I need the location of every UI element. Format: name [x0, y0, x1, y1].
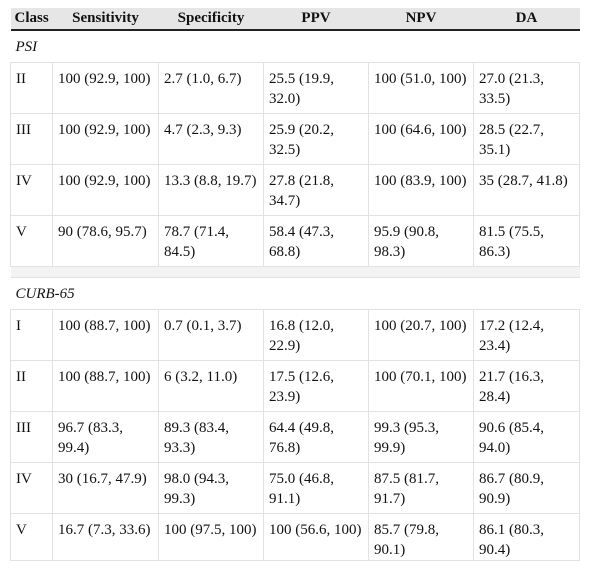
value-cell: 25.9 (20.2, 32.5): [263, 112, 369, 165]
value-cell: 90.6 (85.4, 94.0): [473, 410, 580, 463]
header-cell: Specificity: [158, 8, 264, 31]
value-cell: 89.3 (83.4, 93.3): [158, 410, 264, 463]
value-cell: 100 (88.7, 100): [52, 308, 159, 361]
value-cell: 100 (20.7, 100): [368, 308, 474, 361]
value-cell: 90 (78.6, 95.7): [52, 214, 159, 267]
data-row: V 16.7 (7.3, 33.6) 100 (97.5, 100) 100 (56.…: [10, 512, 580, 561]
value-cell: 0.7 (0.1, 3.7): [158, 308, 264, 361]
value-cell: 78.7 (71.4, 84.5): [158, 214, 264, 267]
value-cell: 98.0 (94.3, 99.3): [158, 461, 264, 514]
value-cell: 21.7 (16.3, 28.4): [473, 359, 580, 412]
class-cell: II: [10, 61, 53, 114]
class-cell: II: [10, 359, 53, 412]
results-table: Class Sensitivity Specificity PPV NPV DA PSI I…: [10, 8, 580, 561]
value-cell: 100 (51.0, 100): [368, 61, 474, 114]
value-cell: 99.3 (95.3, 99.9): [368, 410, 474, 463]
value-cell: 100 (92.9, 100): [52, 163, 159, 216]
class-cell: V: [10, 512, 53, 561]
value-cell: 27.8 (21.8, 34.7): [263, 163, 369, 216]
section-title: PSI: [10, 29, 580, 63]
value-cell: 86.1 (80.3, 90.4): [473, 512, 580, 561]
spacer-row: [10, 265, 580, 278]
value-cell: 86.7 (80.9, 90.9): [473, 461, 580, 514]
value-cell: 100 (83.9, 100): [368, 163, 474, 216]
class-cell: IV: [10, 163, 53, 216]
value-cell: 4.7 (2.3, 9.3): [158, 112, 264, 165]
value-cell: 17.2 (12.4, 23.4): [473, 308, 580, 361]
section-title: CURB-65: [10, 276, 580, 310]
value-cell: 87.5 (81.7, 91.7): [368, 461, 474, 514]
section-row: PSI: [10, 29, 580, 63]
data-row: IV 30 (16.7, 47.9) 98.0 (94.3, 99.3) 75.0 (…: [10, 461, 580, 514]
value-cell: 58.4 (47.3, 68.8): [263, 214, 369, 267]
header-cell: PPV: [263, 8, 369, 31]
class-cell: IV: [10, 461, 53, 514]
value-cell: 28.5 (22.7, 35.1): [473, 112, 580, 165]
data-row: II 100 (92.9, 100) 2.7 (1.0, 6.7) 25.5 (19.…: [10, 61, 580, 114]
value-cell: 100 (88.7, 100): [52, 359, 159, 412]
value-cell: 30 (16.7, 47.9): [52, 461, 159, 514]
value-cell: 95.9 (90.8, 98.3): [368, 214, 474, 267]
value-cell: 2.7 (1.0, 6.7): [158, 61, 264, 114]
value-cell: 27.0 (21.3, 33.5): [473, 61, 580, 114]
section-row: CURB-65: [10, 276, 580, 310]
value-cell: 100 (92.9, 100): [52, 61, 159, 114]
value-cell: 100 (56.6, 100): [263, 512, 369, 561]
value-cell: 100 (97.5, 100): [158, 512, 264, 561]
value-cell: 64.4 (49.8, 76.8): [263, 410, 369, 463]
data-row: III 100 (92.9, 100) 4.7 (2.3, 9.3) 25.9 (20…: [10, 112, 580, 165]
value-cell: 75.0 (46.8, 91.1): [263, 461, 369, 514]
value-cell: 25.5 (19.9, 32.0): [263, 61, 369, 114]
data-row: V 90 (78.6, 95.7) 78.7 (71.4, 84.5) 58.4 (4…: [10, 214, 580, 267]
class-cell: III: [10, 410, 53, 463]
value-cell: 100 (92.9, 100): [52, 112, 159, 165]
header-cell: Sensitivity: [52, 8, 159, 31]
value-cell: 100 (64.6, 100): [368, 112, 474, 165]
value-cell: 81.5 (75.5, 86.3): [473, 214, 580, 267]
value-cell: 85.7 (79.8, 90.1): [368, 512, 474, 561]
data-row: IV 100 (92.9, 100) 13.3 (8.8, 19.7) 27.8 (2…: [10, 163, 580, 216]
table-body: PSI II 100 (92.9, 100) 2.7 (1.0, 6.7) 25.5 (…: [10, 29, 580, 561]
header-cell: Class: [10, 8, 53, 31]
value-cell: 35 (28.7, 41.8): [473, 163, 580, 216]
data-row: II 100 (88.7, 100) 6 (3.2, 11.0) 17.5 (12.6…: [10, 359, 580, 412]
class-cell: V: [10, 214, 53, 267]
header-cell: NPV: [368, 8, 474, 31]
value-cell: 100 (70.1, 100): [368, 359, 474, 412]
data-row: I 100 (88.7, 100) 0.7 (0.1, 3.7) 16.8 (12.0…: [10, 308, 580, 361]
value-cell: 16.7 (7.3, 33.6): [52, 512, 159, 561]
data-row: III 96.7 (83.3, 99.4) 89.3 (83.4, 93.3) 64.…: [10, 410, 580, 463]
value-cell: 16.8 (12.0, 22.9): [263, 308, 369, 361]
value-cell: 6 (3.2, 11.0): [158, 359, 264, 412]
header-row: Class Sensitivity Specificity PPV NPV DA: [10, 8, 580, 31]
value-cell: 96.7 (83.3, 99.4): [52, 410, 159, 463]
class-cell: III: [10, 112, 53, 165]
header-cell: DA: [473, 8, 580, 31]
spacer-cell: [10, 265, 580, 278]
class-cell: I: [10, 308, 53, 361]
value-cell: 13.3 (8.8, 19.7): [158, 163, 264, 216]
value-cell: 17.5 (12.6, 23.9): [263, 359, 369, 412]
